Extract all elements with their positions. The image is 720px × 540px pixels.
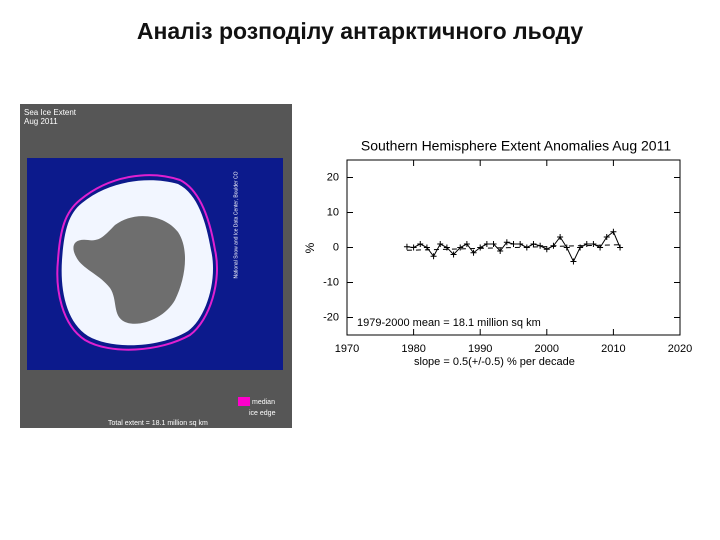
point-marker xyxy=(603,234,610,240)
point-marker xyxy=(563,244,570,251)
point-marker xyxy=(410,244,417,251)
point-marker xyxy=(457,244,464,251)
antarctica xyxy=(73,216,186,324)
point-marker xyxy=(430,253,437,260)
point-marker xyxy=(503,239,510,246)
point-marker xyxy=(590,241,597,247)
point-marker xyxy=(450,251,457,258)
chart-title: Southern Hemisphere Extent Anomalies Aug… xyxy=(361,138,671,154)
median-line xyxy=(56,174,219,351)
map-credit: National Snow and Ice Data Center, Bould… xyxy=(233,171,239,278)
map: Sea Ice Extent Aug 2011 National Snow an… xyxy=(20,104,292,428)
x-tick-label: 1980 xyxy=(401,343,425,355)
point-marker xyxy=(583,241,590,247)
map-date: Aug 2011 xyxy=(24,117,58,126)
point-marker xyxy=(537,242,544,249)
y-tick-label: -20 xyxy=(323,311,339,323)
point-marker xyxy=(557,234,564,240)
point-marker xyxy=(483,241,490,247)
point-marker xyxy=(470,249,477,256)
x-tick-label: 2020 xyxy=(668,343,692,355)
median-swatch xyxy=(238,397,250,406)
point-marker xyxy=(477,244,484,251)
point-marker xyxy=(570,258,577,265)
point-marker xyxy=(490,241,497,247)
x-tick-label: 1990 xyxy=(468,343,492,355)
slide-title: Аналіз розподілу антарктичного льоду xyxy=(137,18,584,44)
annotation: slope = 0.5(+/-0.5) % per decade xyxy=(414,356,575,368)
point-marker xyxy=(510,241,517,247)
y-tick-label: 10 xyxy=(327,206,339,218)
point-marker xyxy=(437,241,444,247)
y-tick-label: 0 xyxy=(333,241,339,253)
point-marker xyxy=(550,242,557,249)
point-marker xyxy=(403,243,410,250)
legend-edge: ice edge xyxy=(249,410,276,417)
x-tick-label: 1970 xyxy=(335,343,359,355)
point-marker xyxy=(543,246,550,253)
chart: Southern Hemisphere Extent Anomalies Aug… xyxy=(303,138,692,368)
x-tick-label: 2010 xyxy=(601,343,625,355)
annotation: 1979-2000 mean = 18.1 million sq km xyxy=(357,317,541,329)
y-tick-label: 20 xyxy=(327,171,339,183)
x-tick-label: 2000 xyxy=(535,343,559,355)
point-marker xyxy=(617,244,624,251)
y-tick-label: -10 xyxy=(323,276,339,288)
point-marker xyxy=(530,241,537,247)
point-marker xyxy=(463,241,470,247)
y-axis-label: % xyxy=(303,242,317,253)
point-marker xyxy=(417,241,424,247)
point-marker xyxy=(610,228,617,235)
legend-median: median xyxy=(252,399,275,406)
point-marker xyxy=(517,241,524,247)
map-total: Total extent = 18.1 million sq km xyxy=(108,420,208,427)
plot-frame xyxy=(346,159,681,336)
point-marker xyxy=(497,248,504,254)
map-title: Sea Ice Extent xyxy=(24,108,77,117)
